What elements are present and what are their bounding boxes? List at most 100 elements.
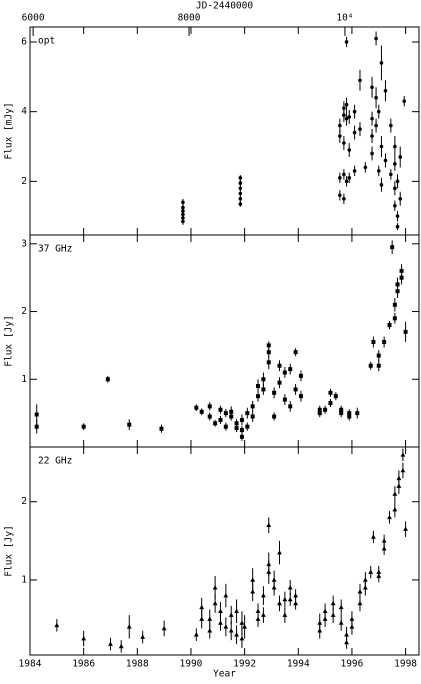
marker — [293, 592, 298, 598]
marker — [349, 624, 355, 629]
marker — [199, 616, 205, 621]
marker — [358, 127, 362, 131]
y-axis-label: Flux [mJy] — [4, 102, 15, 159]
marker — [379, 61, 384, 65]
marker — [403, 329, 408, 334]
marker — [127, 422, 132, 427]
marker — [271, 577, 277, 582]
panel-frame — [29, 446, 420, 656]
marker — [370, 85, 374, 90]
marker — [266, 569, 272, 574]
panel-label: opt — [38, 36, 55, 47]
marker — [379, 183, 384, 187]
marker — [193, 632, 199, 637]
marker — [212, 600, 218, 606]
marker — [342, 106, 346, 110]
marker — [342, 141, 346, 145]
marker — [223, 592, 229, 598]
marker — [357, 589, 363, 594]
marker — [347, 148, 352, 152]
marker — [393, 186, 397, 191]
marker — [382, 340, 387, 345]
marker — [261, 387, 266, 392]
marker — [392, 506, 398, 512]
marker — [395, 179, 400, 184]
marker — [250, 414, 255, 419]
marker — [355, 411, 360, 416]
y-tick-label: 6 — [21, 36, 27, 47]
marker — [330, 600, 336, 606]
x-tick-label: 1988 — [126, 659, 149, 670]
marker — [266, 350, 271, 355]
marker — [245, 424, 250, 429]
marker — [399, 275, 404, 280]
marker — [161, 625, 167, 631]
y-axis-label: Flux [Jy] — [4, 315, 15, 366]
marker — [223, 624, 229, 629]
marker — [238, 186, 243, 191]
marker — [298, 394, 303, 399]
marker — [374, 95, 378, 100]
marker — [371, 340, 376, 345]
marker — [282, 397, 287, 402]
marker — [393, 203, 397, 208]
marker — [271, 585, 277, 590]
x-tick-label: 1984 — [19, 659, 42, 670]
marker — [287, 596, 293, 602]
x2-tick-label: 6000 — [22, 13, 45, 24]
y-tick-label: 2 — [21, 496, 27, 507]
marker — [256, 384, 261, 389]
marker — [229, 414, 234, 419]
marker — [398, 155, 403, 159]
marker — [328, 390, 333, 395]
marker — [396, 475, 402, 481]
marker — [239, 417, 244, 422]
marker — [250, 577, 256, 582]
marker — [277, 600, 282, 606]
marker — [338, 620, 344, 625]
x-axis-label: Year — [213, 669, 236, 680]
marker — [395, 282, 400, 287]
marker — [218, 417, 223, 422]
x-tick-label: 1998 — [394, 659, 417, 670]
marker — [223, 424, 228, 429]
marker — [342, 172, 346, 177]
marker — [34, 412, 39, 417]
marker — [181, 205, 185, 210]
marker — [357, 600, 363, 606]
marker — [387, 323, 392, 328]
x-tick-label: 1992 — [233, 659, 256, 670]
marker — [282, 596, 288, 602]
marker — [379, 144, 384, 149]
marker — [207, 616, 213, 621]
marker — [213, 421, 218, 426]
marker — [381, 538, 387, 543]
marker — [389, 123, 393, 128]
marker — [374, 123, 378, 128]
marker — [370, 534, 376, 539]
marker — [207, 404, 212, 409]
marker — [376, 353, 381, 358]
y-tick-label: 3 — [21, 238, 27, 249]
x-tick-label: 1986 — [72, 659, 95, 670]
marker — [347, 414, 352, 419]
marker — [293, 387, 298, 392]
marker — [238, 181, 243, 185]
panel-label: 22 GHz — [38, 456, 72, 467]
marker — [218, 620, 223, 625]
marker — [238, 176, 243, 180]
marker — [338, 176, 342, 180]
panel-frame — [29, 26, 420, 236]
marker — [392, 491, 398, 496]
marker — [256, 394, 261, 399]
marker — [352, 109, 357, 114]
marker — [229, 409, 234, 414]
marker — [395, 224, 400, 229]
marker — [370, 134, 374, 138]
marker — [228, 612, 234, 617]
marker — [390, 245, 395, 250]
marker — [239, 428, 244, 433]
marker — [402, 99, 407, 104]
marker — [317, 620, 323, 625]
marker — [181, 200, 185, 205]
